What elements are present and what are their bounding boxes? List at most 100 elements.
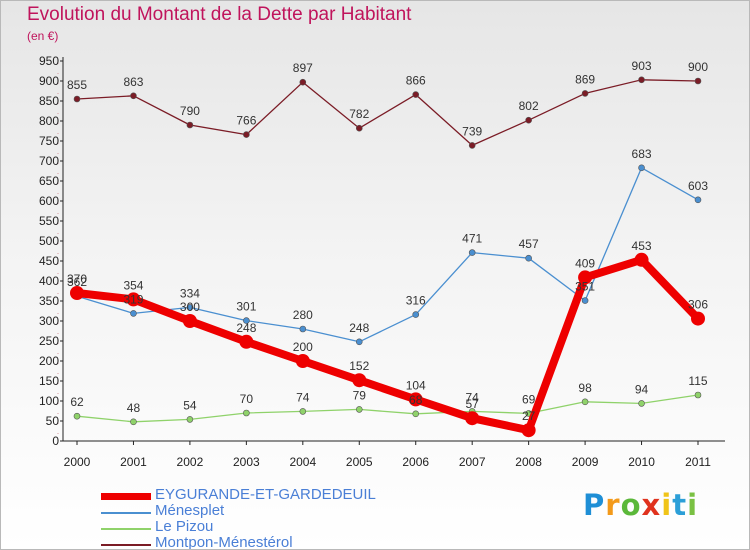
y-tick-label: 300 xyxy=(39,314,59,328)
data-point-menesplet xyxy=(638,164,645,172)
data-label-eygurande-et-gardedeuil: 248 xyxy=(236,321,256,335)
data-label-montpon-menesterol: 782 xyxy=(349,107,369,121)
data-label-le-pizou: 54 xyxy=(183,398,197,412)
y-tick-label: 50 xyxy=(46,414,60,428)
data-label-eygurande-et-gardedeuil: 306 xyxy=(688,298,708,312)
data-point-montpon-menesterol xyxy=(581,90,589,97)
y-tick-label: 850 xyxy=(39,94,59,108)
data-point-montpon-menesterol xyxy=(299,78,307,86)
data-point-eygurande-et-gardedeuil xyxy=(578,270,593,285)
logo-letter: P xyxy=(583,488,606,522)
data-point-eygurande-et-gardedeuil xyxy=(126,292,141,307)
data-point-montpon-menesterol xyxy=(355,124,363,132)
y-tick-label: 600 xyxy=(39,194,59,208)
logo-letter: t xyxy=(672,488,688,522)
data-label-menesplet: 351 xyxy=(575,280,595,294)
x-tick-label: 2002 xyxy=(177,455,204,469)
data-label-menesplet: 280 xyxy=(293,308,313,322)
legend-swatch-montpon xyxy=(101,544,151,546)
y-tick-label: 900 xyxy=(39,74,59,88)
data-label-montpon-menesterol: 869 xyxy=(575,72,595,86)
data-label-menesplet: 334 xyxy=(180,286,200,300)
logo-letter: o xyxy=(620,488,642,522)
data-point-montpon-menesterol xyxy=(468,142,476,149)
data-label-montpon-menesterol: 866 xyxy=(406,74,426,88)
data-label-le-pizou: 70 xyxy=(240,392,254,406)
data-label-menesplet: 301 xyxy=(236,300,256,314)
x-tick-label: 2007 xyxy=(459,455,486,469)
logo-letter: i xyxy=(687,488,699,522)
data-point-eygurande-et-gardedeuil xyxy=(691,311,705,326)
data-label-eygurande-et-gardedeuil: 57 xyxy=(466,397,480,411)
x-tick-label: 2000 xyxy=(64,455,91,469)
data-label-eygurande-et-gardedeuil: 104 xyxy=(406,378,426,392)
data-label-montpon-menesterol: 903 xyxy=(632,59,652,73)
data-label-le-pizou: 94 xyxy=(635,382,649,396)
data-label-eygurande-et-gardedeuil: 152 xyxy=(349,359,369,373)
data-point-menesplet xyxy=(299,325,307,333)
legend-label-menesplet: Ménesplet xyxy=(155,502,225,519)
logo-letter: x xyxy=(641,488,662,522)
y-tick-label: 750 xyxy=(39,134,59,148)
data-point-eygurande-et-gardedeuil xyxy=(521,423,536,438)
data-point-montpon-menesterol xyxy=(186,121,194,129)
data-point-menesplet xyxy=(130,310,137,317)
y-tick-label: 500 xyxy=(39,234,59,248)
data-point-montpon-menesterol xyxy=(525,116,532,124)
data-label-montpon-menesterol: 897 xyxy=(293,61,313,75)
y-tick-label: 950 xyxy=(39,54,59,68)
data-point-montpon-menesterol xyxy=(694,77,702,85)
data-point-eygurande-et-gardedeuil xyxy=(634,252,649,267)
data-label-le-pizou: 79 xyxy=(353,388,367,402)
data-label-le-pizou: 68 xyxy=(409,393,423,407)
data-label-le-pizou: 48 xyxy=(127,401,141,415)
data-point-eygurande-et-gardedeuil xyxy=(239,334,254,349)
proxiti-logo: Proxiti xyxy=(583,488,698,522)
chart-title: Evolution du Montant de la Dette par Hab… xyxy=(27,4,412,25)
data-point-eygurande-et-gardedeuil xyxy=(408,392,423,407)
y-tick-label: 100 xyxy=(39,394,59,408)
data-point-montpon-menesterol xyxy=(243,131,250,138)
data-point-eygurande-et-gardedeuil xyxy=(295,354,310,368)
y-tick-label: 250 xyxy=(39,334,59,348)
data-label-eygurande-et-gardedeuil: 453 xyxy=(632,239,652,253)
data-point-menesplet xyxy=(186,304,194,311)
data-point-eygurande-et-gardedeuil xyxy=(70,286,84,300)
data-label-menesplet: 457 xyxy=(519,237,539,251)
data-point-menesplet xyxy=(581,297,589,304)
data-point-le-pizou xyxy=(299,408,307,415)
data-point-menesplet xyxy=(694,196,702,204)
data-point-le-pizou xyxy=(694,391,702,399)
legend-label-le-pizou: Le Pizou xyxy=(155,518,214,535)
chart-subtitle: (en €) xyxy=(27,29,59,43)
legend-label-montpon: Montpon-Ménestérol xyxy=(155,534,293,550)
data-point-le-pizou xyxy=(186,416,194,423)
data-point-montpon-menesterol xyxy=(73,95,81,103)
data-label-montpon-menesterol: 900 xyxy=(688,60,708,74)
series-line-le-pizou xyxy=(76,394,699,423)
data-point-menesplet xyxy=(468,249,476,256)
data-label-montpon-menesterol: 863 xyxy=(123,75,143,89)
series-line-eygurande-et-gardedeuil xyxy=(73,255,702,435)
data-label-menesplet: 316 xyxy=(406,294,426,308)
y-tick-label: 350 xyxy=(39,294,59,308)
y-tick-label: 650 xyxy=(39,174,59,188)
data-label-eygurande-et-gardedeuil: 300 xyxy=(180,300,200,314)
legend-label-eygurande: EYGURANDE-ET-GARDEDEUIL xyxy=(155,486,376,503)
y-tick-label: 400 xyxy=(39,274,59,288)
data-label-menesplet: 471 xyxy=(462,232,482,246)
data-point-eygurande-et-gardedeuil xyxy=(465,411,480,426)
series-line-montpon-menesterol xyxy=(76,79,699,147)
data-label-le-pizou: 74 xyxy=(466,390,480,404)
y-tick-label: 450 xyxy=(39,254,59,268)
data-label-montpon-menesterol: 739 xyxy=(462,124,482,138)
data-label-montpon-menesterol: 855 xyxy=(67,78,87,92)
x-tick-label: 2005 xyxy=(346,455,373,469)
data-label-eygurande-et-gardedeuil: 370 xyxy=(67,272,87,286)
legend-swatch-le-pizou xyxy=(101,528,151,530)
data-point-le-pizou xyxy=(355,406,363,413)
data-label-le-pizou: 69 xyxy=(522,392,536,406)
y-tick-label: 150 xyxy=(39,374,59,388)
